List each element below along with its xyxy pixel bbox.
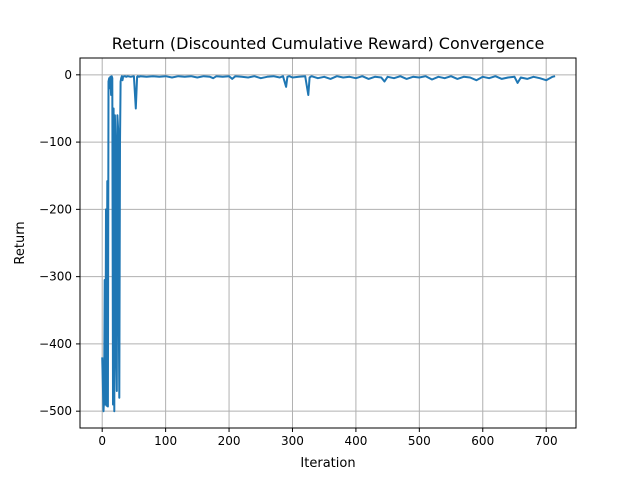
y-axis: 0 −100 −200 −300 −400 −500 [39,68,80,418]
x-tick-label: 200 [218,434,241,448]
series-line [101,75,556,413]
y-tick-label: −500 [39,404,72,418]
grid [80,58,576,428]
x-axis: 0 100 200 300 400 500 600 700 [98,428,558,448]
y-axis-label: Return [13,221,28,264]
x-tick-label: 100 [154,434,177,448]
y-tick-label: −400 [39,337,72,351]
x-tick-label: 400 [344,434,367,448]
x-tick-label: 700 [535,434,558,448]
y-tick-label: 0 [64,68,72,82]
x-tick-label: 600 [471,434,494,448]
y-tick-label: −300 [39,270,72,284]
x-tick-label: 0 [98,434,106,448]
x-axis-label: Iteration [300,456,355,471]
y-tick-label: −200 [39,202,72,216]
x-tick-label: 500 [408,434,431,448]
chart-title: Return (Discounted Cumulative Reward) Co… [112,34,545,53]
series-layer [101,75,556,413]
plot-frame [79,57,577,429]
y-tick-label: −100 [39,135,72,149]
x-tick-label: 300 [281,434,304,448]
